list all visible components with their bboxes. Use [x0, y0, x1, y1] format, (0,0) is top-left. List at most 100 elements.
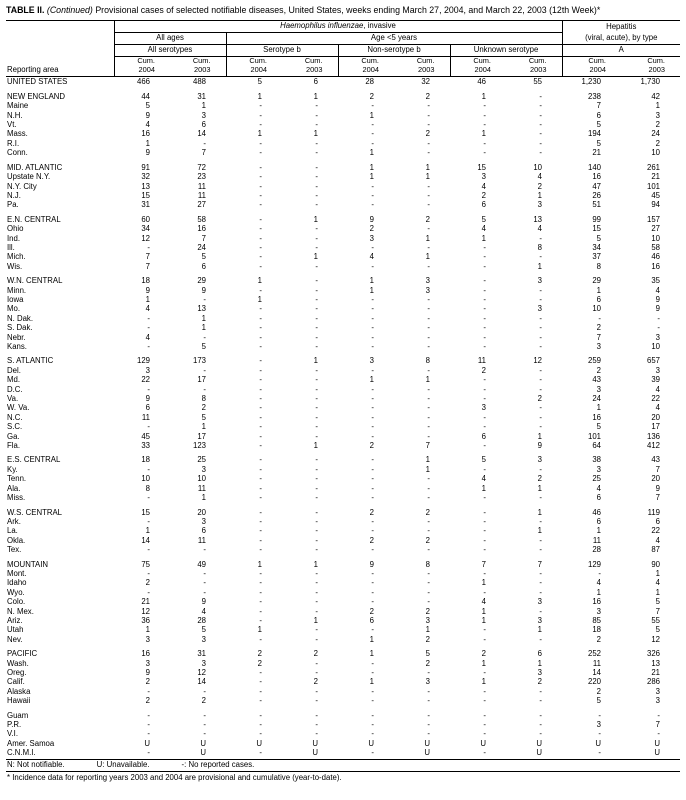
reporting-area-cell: Va. [7, 394, 19, 404]
value-cell: - [427, 394, 430, 404]
value-cell: 1 [481, 233, 486, 243]
value-cell: - [427, 384, 430, 394]
value-cell: 2 [537, 677, 542, 687]
value-cell: - [259, 172, 262, 182]
value-cell: - [483, 394, 486, 404]
value-cell: 1 [313, 441, 318, 451]
value-cell: 1 [481, 483, 486, 493]
value-cell: 12 [197, 668, 206, 677]
value-cell: - [259, 677, 262, 687]
value-cell: 1 [425, 625, 430, 635]
value-cell: 1 [481, 606, 486, 616]
value-cell: - [315, 516, 318, 526]
value-cell: - [539, 606, 542, 616]
value-cell: 1 [313, 356, 318, 366]
value-cell: 1 [425, 455, 430, 465]
value-cell: 75 [141, 559, 150, 569]
value-cell: 3 [481, 403, 486, 413]
value-cell: 6 [369, 615, 374, 625]
header-row-age: All ages Age <5 years (viral, acute), by… [6, 32, 680, 46]
value-cell: 4 [596, 483, 601, 493]
value-cell: 3 [537, 304, 542, 314]
value-cell: 1 [537, 483, 542, 493]
reporting-area-cell: PACIFIC [7, 649, 38, 659]
value-cell: 9 [369, 214, 374, 224]
value-cell: 20 [197, 507, 206, 517]
header-hepatitis-subtitle: (viral, acute), by type [562, 32, 680, 46]
reporting-area-cell: N.Y. City [7, 181, 37, 191]
value-cell: 1 [481, 658, 486, 668]
value-cell: - [539, 313, 542, 323]
value-cell: - [203, 384, 206, 394]
value-cell: - [315, 224, 318, 234]
table-continued-label: (Continued) [44, 5, 96, 15]
reporting-area-cell: Ala. [7, 483, 21, 493]
table-row: N. Mex. 12 4 - - 2 2 1 - 3 7 [6, 607, 680, 616]
value-cell: 3 [655, 110, 660, 120]
value-cell: 28 [197, 615, 206, 625]
value-cell: - [315, 313, 318, 323]
value-cell: 9 [145, 668, 150, 677]
value-cell: 3 [481, 172, 486, 182]
value-cell: 2 [425, 507, 430, 517]
value-cell: - [539, 342, 542, 351]
value-cell: 16 [197, 224, 206, 234]
value-cell: 13 [533, 214, 542, 224]
value-cell: - [371, 483, 374, 493]
value-cell: - [147, 464, 150, 474]
value-cell: - [315, 138, 318, 148]
value-cell: 13 [651, 658, 660, 668]
value-cell: - [315, 181, 318, 191]
value-cell: - [427, 474, 430, 484]
value-cell: 38 [592, 455, 601, 465]
reporting-area-cell: Utah [7, 625, 24, 635]
value-cell: - [371, 455, 374, 465]
value-cell: - [427, 323, 430, 333]
value-cell: - [427, 431, 430, 441]
value-cell: 1 [481, 677, 486, 687]
value-cell: 39 [651, 375, 660, 385]
value-cell: 1 [369, 285, 374, 295]
table-row: Ill. - 24 - - - - - 8 34 58 [6, 243, 680, 252]
value-cell: - [483, 110, 486, 120]
value-cell: - [259, 261, 262, 271]
value-cell: 3 [596, 720, 601, 730]
value-cell: 2 [596, 323, 601, 333]
value-cell: 1 [257, 559, 262, 569]
table-row: Va. 9 8 - - - - - 2 24 22 [6, 394, 680, 403]
table-row: W. Va. 6 2 - - - - 3 - 1 4 [6, 403, 680, 412]
value-cell: 140 [587, 162, 601, 172]
value-cell: 94 [651, 200, 660, 210]
value-cell: - [483, 696, 486, 706]
value-cell: - [371, 394, 374, 404]
value-cell: 1 [201, 422, 206, 432]
value-cell: 1 [481, 578, 486, 588]
value-cell: 2 [257, 658, 262, 668]
table-row: Pa. 31 27 - - - - 6 3 51 94 [6, 200, 680, 209]
value-cell: - [259, 384, 262, 394]
header-hepatitis-type-a: A [562, 44, 680, 58]
value-cell: 2 [425, 535, 430, 545]
value-cell: 2 [425, 129, 430, 139]
value-cell: - [539, 375, 542, 385]
value-cell: 3 [537, 597, 542, 607]
table-row: Nebr. 4 - - - - - - - 7 3 [6, 333, 680, 342]
table-row: Ind. 12 7 - - 3 1 1 - 5 10 [6, 234, 680, 243]
value-cell: 1 [369, 375, 374, 385]
value-cell: - [371, 516, 374, 526]
value-cell: - [147, 342, 150, 351]
value-cell: 2 [596, 365, 601, 375]
value-cell: 22 [651, 526, 660, 536]
value-cell: 4 [596, 578, 601, 588]
value-cell: - [427, 101, 430, 111]
value-cell: 173 [192, 356, 206, 366]
value-cell: 2 [481, 365, 486, 375]
value-cell: 657 [646, 356, 660, 366]
value-cell: 9 [145, 110, 150, 120]
value-cell: - [259, 493, 262, 503]
value-cell: - [427, 597, 430, 607]
value-cell: - [427, 493, 430, 503]
value-cell: - [371, 101, 374, 111]
value-cell: - [315, 172, 318, 182]
value-cell: - [427, 120, 430, 130]
